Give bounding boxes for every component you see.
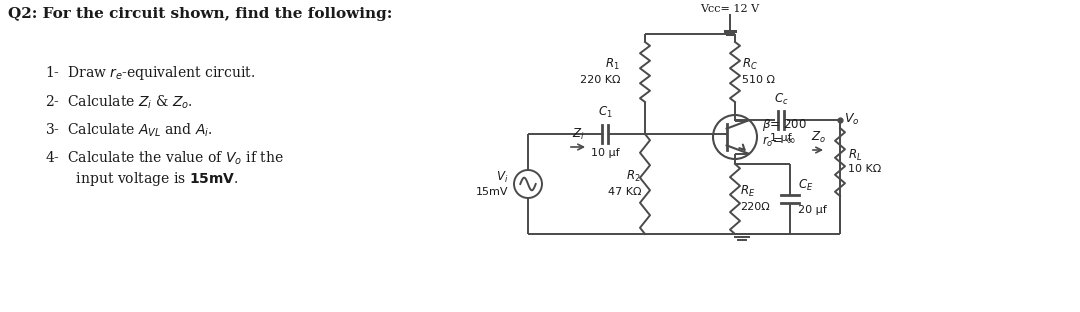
Text: 2-  Calculate $Z_i$ & $Z_o$.: 2- Calculate $Z_i$ & $Z_o$. — [45, 94, 193, 111]
Text: 10 KΩ: 10 KΩ — [848, 164, 881, 174]
Text: Vcc= 12 V: Vcc= 12 V — [701, 4, 759, 14]
Text: $\beta$= 200: $\beta$= 200 — [762, 117, 807, 133]
Text: Q2: For the circuit shown, find the following:: Q2: For the circuit shown, find the foll… — [8, 7, 392, 21]
Text: $R_1$: $R_1$ — [606, 56, 620, 71]
Text: 4-  Calculate the value of $V_o$ if the: 4- Calculate the value of $V_o$ if the — [45, 150, 284, 168]
Text: 20 μf: 20 μf — [798, 205, 827, 215]
Text: $R_C$: $R_C$ — [742, 56, 758, 71]
Text: 510 Ω: 510 Ω — [742, 75, 775, 85]
Text: 3-  Calculate $A_{VL}$ and $A_i$.: 3- Calculate $A_{VL}$ and $A_i$. — [45, 122, 213, 139]
Text: 220Ω: 220Ω — [740, 202, 770, 212]
Text: $V_i$: $V_i$ — [496, 169, 508, 185]
Text: 47 KΩ: 47 KΩ — [607, 187, 642, 197]
Text: $C_E$: $C_E$ — [798, 178, 813, 193]
Text: $V_o$: $V_o$ — [843, 111, 860, 127]
Text: 1 μf: 1 μf — [770, 133, 792, 143]
Text: 10 μf: 10 μf — [591, 148, 619, 158]
Text: $C_c$: $C_c$ — [773, 92, 788, 107]
Text: $r_o$= ∞: $r_o$= ∞ — [762, 135, 796, 149]
Text: $R_2$: $R_2$ — [626, 168, 642, 183]
Text: $R_L$: $R_L$ — [848, 148, 862, 163]
Text: $Z_o$: $Z_o$ — [810, 130, 825, 145]
Text: input voltage is $\mathbf{15mV}$.: input voltage is $\mathbf{15mV}$. — [45, 170, 239, 188]
Text: $Z_i$: $Z_i$ — [571, 127, 584, 142]
Text: 220 KΩ: 220 KΩ — [580, 75, 620, 85]
Text: 1-  Draw $r_e$-equivalent circuit.: 1- Draw $r_e$-equivalent circuit. — [45, 64, 255, 82]
Text: $R_E$: $R_E$ — [740, 183, 755, 198]
Text: $C_1$: $C_1$ — [597, 105, 612, 120]
Text: 15mV: 15mV — [475, 187, 508, 197]
